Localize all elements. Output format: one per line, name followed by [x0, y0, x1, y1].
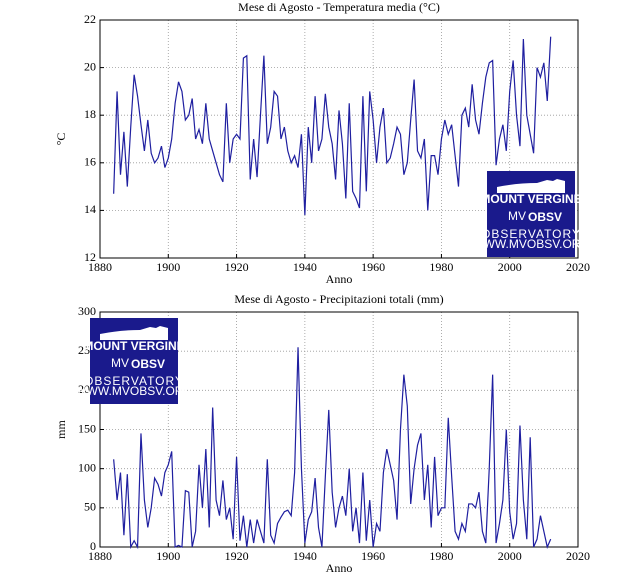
- x-tick-label: 1920: [225, 260, 249, 274]
- logo-text: OBSERVATORY: [84, 374, 184, 388]
- y-tick-label: 300: [78, 304, 96, 318]
- logo-mountain: [100, 326, 168, 340]
- x-tick-label: 1960: [361, 549, 385, 563]
- x-axis-label: Anno: [326, 272, 353, 286]
- logo-text: MOUNT VERGINE: [83, 339, 184, 353]
- plot-frame: [99, 19, 579, 259]
- x-tick-label: 1880: [88, 260, 112, 274]
- x-tick-label: 1900: [156, 549, 180, 563]
- y-tick-label: 50: [84, 500, 96, 514]
- x-tick-label: 1880: [88, 549, 112, 563]
- x-tick-label: 2000: [498, 260, 522, 274]
- x-tick-label: 1960: [361, 260, 385, 274]
- logo-text: WWW.MVOBSV.ORG: [472, 237, 590, 251]
- x-axis-label: Anno: [326, 561, 353, 575]
- y-tick-label: 0: [90, 539, 96, 553]
- logo: MOUNT VERGINE MV OBSV OBSERVATORYWWW.MVOBSV…: [472, 171, 590, 257]
- y-axis-label: °C: [54, 133, 68, 146]
- y-tick-label: 150: [78, 421, 96, 435]
- x-tick-label: 1900: [156, 260, 180, 274]
- y-tick-label: 20: [84, 59, 96, 73]
- logo-text: MV: [111, 356, 129, 370]
- y-tick-label: 12: [84, 250, 96, 264]
- y-tick-label: 18: [84, 107, 96, 121]
- y-axis-label: mm: [54, 420, 68, 439]
- y-tick-label: 14: [84, 202, 96, 216]
- x-tick-label: 1980: [429, 549, 453, 563]
- x-tick-label: 2020: [566, 260, 590, 274]
- logo-mountain: [497, 179, 565, 193]
- logo-text: OBSERVATORY: [481, 227, 581, 241]
- data-line: [113, 347, 552, 550]
- logo-text: OBSV: [528, 210, 562, 224]
- logo-text: WWW.MVOBSV.ORG: [75, 384, 193, 398]
- logo: MOUNT VERGINE MV OBSV OBSERVATORYWWW.MVOBSV…: [75, 318, 193, 404]
- logo-text: OBSV: [131, 357, 165, 371]
- x-tick-label: 1940: [293, 549, 317, 563]
- data-line: [113, 36, 552, 216]
- y-tick-label: 22: [84, 12, 96, 26]
- x-tick-label: 2000: [498, 549, 522, 563]
- x-tick-label: 1920: [225, 549, 249, 563]
- logo-text: MV: [508, 209, 526, 223]
- x-tick-label: 1980: [429, 260, 453, 274]
- logo-text: MOUNT VERGINE: [480, 192, 581, 206]
- x-tick-label: 1940: [293, 260, 317, 274]
- x-tick-label: 2020: [566, 549, 590, 563]
- chart-title: Mese di Agosto - Precipitazioni totali (…: [234, 292, 443, 306]
- y-tick-label: 16: [84, 155, 96, 169]
- chart-title: Mese di Agosto - Temperatura media (°C): [238, 0, 440, 14]
- y-tick-label: 100: [78, 460, 96, 474]
- plot-frame: [99, 311, 579, 548]
